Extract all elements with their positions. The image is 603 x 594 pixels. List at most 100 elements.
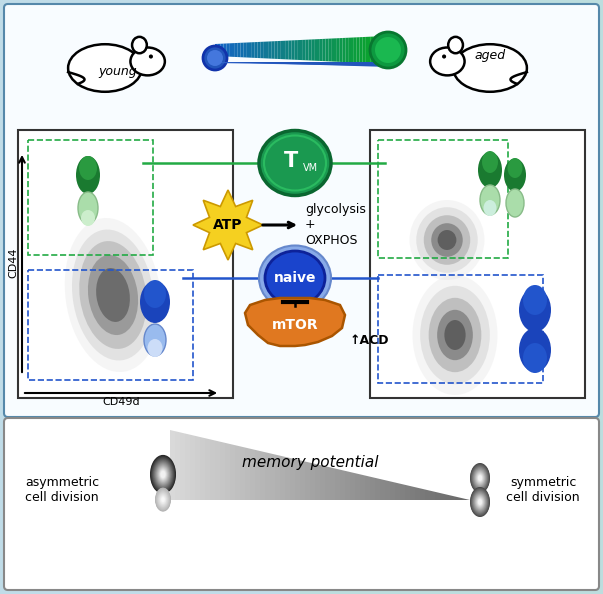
Polygon shape <box>294 40 297 60</box>
Polygon shape <box>270 453 275 500</box>
Ellipse shape <box>159 493 167 506</box>
Polygon shape <box>305 462 310 500</box>
Ellipse shape <box>158 492 168 507</box>
Polygon shape <box>314 39 317 61</box>
Polygon shape <box>460 498 465 500</box>
Text: mTOR: mTOR <box>272 318 318 332</box>
Ellipse shape <box>412 275 497 395</box>
Ellipse shape <box>157 466 168 483</box>
Polygon shape <box>309 39 311 61</box>
Ellipse shape <box>159 468 167 481</box>
Polygon shape <box>320 465 325 500</box>
Ellipse shape <box>160 496 166 504</box>
Ellipse shape <box>156 463 170 485</box>
Ellipse shape <box>475 470 485 485</box>
Polygon shape <box>230 444 235 500</box>
Polygon shape <box>390 481 395 500</box>
Ellipse shape <box>157 491 169 508</box>
Polygon shape <box>303 40 306 60</box>
Polygon shape <box>235 445 240 500</box>
Ellipse shape <box>150 455 176 494</box>
Polygon shape <box>430 491 435 500</box>
Ellipse shape <box>151 457 175 492</box>
Text: symmetric
cell division: symmetric cell division <box>506 476 580 504</box>
Ellipse shape <box>472 489 488 514</box>
Ellipse shape <box>476 473 484 484</box>
Text: T: T <box>284 151 298 171</box>
Bar <box>378 140 508 258</box>
Polygon shape <box>265 452 270 500</box>
Polygon shape <box>257 42 260 58</box>
Ellipse shape <box>78 192 98 224</box>
Ellipse shape <box>154 461 172 488</box>
Ellipse shape <box>476 495 484 508</box>
Ellipse shape <box>156 489 170 510</box>
Polygon shape <box>455 497 460 500</box>
Ellipse shape <box>144 324 166 356</box>
Polygon shape <box>306 40 309 61</box>
Bar <box>28 270 193 380</box>
Ellipse shape <box>475 470 485 486</box>
Text: memory potential: memory potential <box>242 454 378 469</box>
Ellipse shape <box>478 152 502 188</box>
Ellipse shape <box>473 492 487 512</box>
Polygon shape <box>272 41 274 59</box>
Ellipse shape <box>519 328 551 372</box>
Text: naive: naive <box>274 271 316 285</box>
Ellipse shape <box>159 467 168 481</box>
Ellipse shape <box>151 456 175 492</box>
Polygon shape <box>356 37 359 63</box>
Polygon shape <box>215 62 390 66</box>
Ellipse shape <box>154 460 172 489</box>
Ellipse shape <box>203 46 227 70</box>
Polygon shape <box>215 441 220 500</box>
Polygon shape <box>170 430 175 500</box>
Ellipse shape <box>144 280 166 308</box>
Text: asymmetric
cell division: asymmetric cell division <box>25 476 99 504</box>
Polygon shape <box>365 37 368 63</box>
Ellipse shape <box>160 469 166 479</box>
Polygon shape <box>224 43 226 56</box>
Ellipse shape <box>161 497 165 503</box>
Ellipse shape <box>471 465 489 491</box>
Ellipse shape <box>504 159 526 191</box>
Bar <box>300 0 603 594</box>
Polygon shape <box>266 42 269 59</box>
Text: CD49d: CD49d <box>102 397 140 407</box>
Ellipse shape <box>484 200 496 216</box>
Polygon shape <box>339 38 343 62</box>
Polygon shape <box>291 40 294 60</box>
Polygon shape <box>376 36 379 64</box>
Polygon shape <box>343 38 346 62</box>
Ellipse shape <box>157 491 169 508</box>
Ellipse shape <box>161 497 165 502</box>
Ellipse shape <box>475 471 485 485</box>
Ellipse shape <box>470 487 490 517</box>
Ellipse shape <box>161 496 165 503</box>
Polygon shape <box>331 39 334 62</box>
Polygon shape <box>335 469 340 500</box>
Ellipse shape <box>416 207 478 273</box>
Ellipse shape <box>471 464 489 492</box>
Ellipse shape <box>156 489 170 510</box>
Polygon shape <box>368 37 371 64</box>
Polygon shape <box>350 472 355 500</box>
Polygon shape <box>379 36 382 64</box>
Polygon shape <box>245 298 345 346</box>
Ellipse shape <box>153 459 173 490</box>
Polygon shape <box>215 62 390 67</box>
Polygon shape <box>340 470 345 500</box>
Polygon shape <box>297 40 300 60</box>
Polygon shape <box>410 486 415 500</box>
Polygon shape <box>280 41 283 59</box>
FancyBboxPatch shape <box>4 4 599 417</box>
Polygon shape <box>310 463 315 500</box>
Ellipse shape <box>453 44 527 92</box>
Ellipse shape <box>155 488 171 511</box>
Polygon shape <box>370 476 375 500</box>
Ellipse shape <box>475 494 485 510</box>
Polygon shape <box>238 43 241 57</box>
Ellipse shape <box>472 465 488 491</box>
Polygon shape <box>365 476 370 500</box>
Polygon shape <box>246 42 249 58</box>
